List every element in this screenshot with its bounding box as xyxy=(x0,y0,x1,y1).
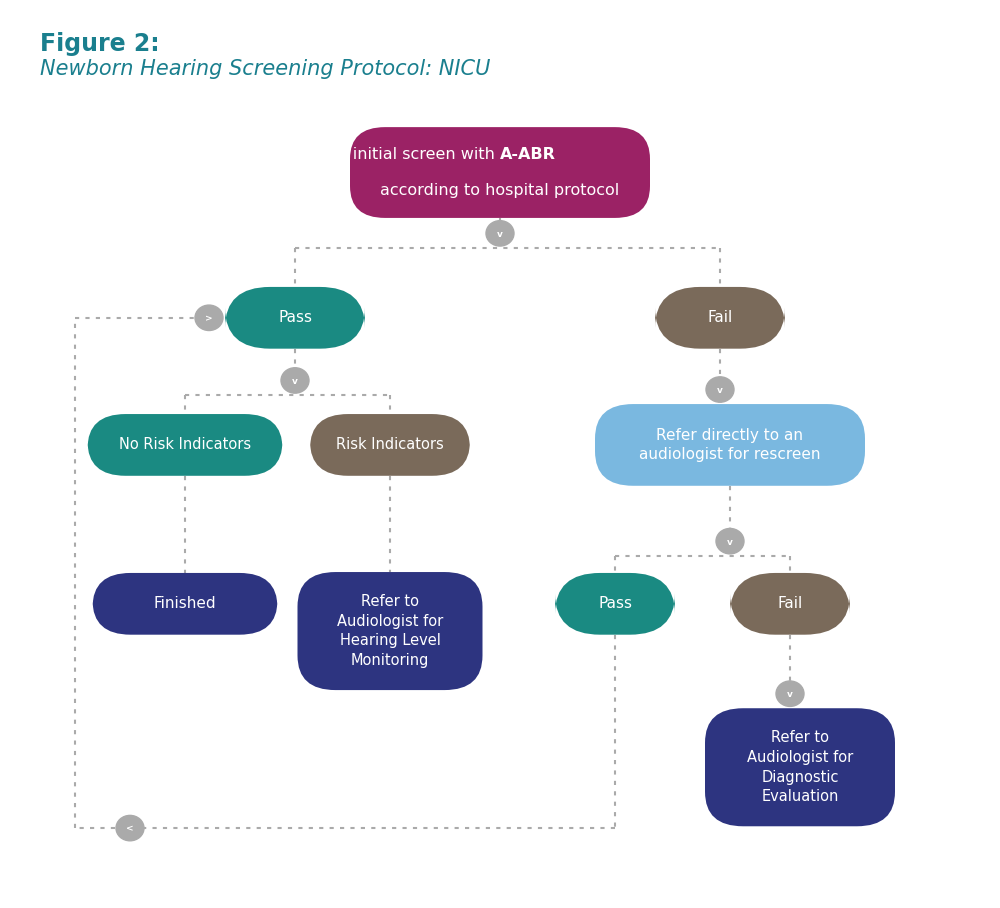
FancyBboxPatch shape xyxy=(225,287,365,349)
Circle shape xyxy=(195,305,223,331)
Text: v: v xyxy=(787,690,793,699)
Text: >: > xyxy=(205,314,213,323)
Circle shape xyxy=(706,377,734,402)
FancyBboxPatch shape xyxy=(595,404,865,486)
Text: v: v xyxy=(717,386,723,395)
Text: Figure 2:: Figure 2: xyxy=(40,32,160,55)
Text: Pass: Pass xyxy=(598,597,632,611)
Text: according to hospital protocol: according to hospital protocol xyxy=(380,183,620,198)
FancyBboxPatch shape xyxy=(92,573,277,635)
Text: v: v xyxy=(292,377,298,386)
Circle shape xyxy=(116,815,144,841)
Text: Fail: Fail xyxy=(707,311,733,325)
FancyBboxPatch shape xyxy=(655,287,785,349)
Text: Refer to
Audiologist for
Diagnostic
Evaluation: Refer to Audiologist for Diagnostic Eval… xyxy=(747,730,853,804)
FancyBboxPatch shape xyxy=(730,573,850,635)
Text: Fail: Fail xyxy=(777,597,803,611)
FancyBboxPatch shape xyxy=(350,127,650,218)
Text: Refer to
Audiologist for
Hearing Level
Monitoring: Refer to Audiologist for Hearing Level M… xyxy=(337,594,443,668)
Text: Risk Indicators: Risk Indicators xyxy=(336,438,444,452)
FancyBboxPatch shape xyxy=(310,414,470,476)
Text: Finished: Finished xyxy=(154,597,216,611)
Text: A-ABR: A-ABR xyxy=(500,147,556,162)
FancyBboxPatch shape xyxy=(298,572,482,690)
Circle shape xyxy=(776,681,804,706)
Circle shape xyxy=(486,221,514,246)
Text: Conduct initial screen with: Conduct initial screen with xyxy=(281,147,500,162)
FancyBboxPatch shape xyxy=(88,414,283,476)
Circle shape xyxy=(716,528,744,554)
Circle shape xyxy=(281,368,309,393)
Text: v: v xyxy=(727,538,733,547)
FancyBboxPatch shape xyxy=(555,573,675,635)
Text: No Risk Indicators: No Risk Indicators xyxy=(119,438,251,452)
Text: Pass: Pass xyxy=(278,311,312,325)
Text: Newborn Hearing Screening Protocol: NICU: Newborn Hearing Screening Protocol: NICU xyxy=(40,59,490,79)
Text: Refer directly to an
audiologist for rescreen: Refer directly to an audiologist for res… xyxy=(639,428,821,462)
FancyBboxPatch shape xyxy=(705,708,895,826)
Text: <: < xyxy=(126,824,134,834)
Text: v: v xyxy=(497,230,503,239)
